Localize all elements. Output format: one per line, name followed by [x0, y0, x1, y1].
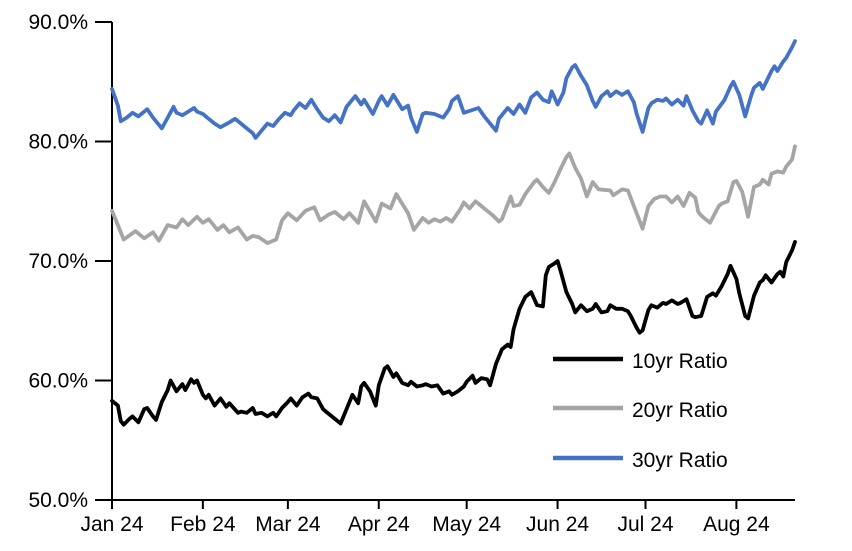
x-tick-label: Jan 24 [80, 513, 143, 536]
y-tick-label: 90.0% [28, 11, 88, 34]
legend-item-20yr-ratio: 20yr Ratio [553, 399, 728, 422]
plot-area [110, 39, 797, 427]
chart-legend: 10yr Ratio 20yr Ratio 30yr Ratio [553, 350, 728, 472]
legend-label-30yr: 30yr Ratio [632, 449, 728, 472]
x-tick-label: Feb 24 [170, 513, 236, 536]
legend-item-10yr-ratio: 10yr Ratio [553, 350, 728, 373]
x-tick-label: Aug 24 [703, 513, 770, 536]
x-tick-label: Apr 24 [348, 513, 410, 536]
series-line-30yr-ratio [110, 39, 797, 140]
x-tick-label: May 24 [432, 513, 501, 536]
y-tick-label: 70.0% [28, 250, 88, 273]
y-tick-label: 50.0% [28, 489, 88, 512]
legend-item-30yr-ratio: 30yr Ratio [553, 449, 728, 472]
legend-label-20yr: 20yr Ratio [632, 399, 728, 422]
x-tick-label: Jul 24 [617, 513, 673, 536]
x-tick-label: Jun 24 [526, 513, 589, 536]
legend-label-10yr: 10yr Ratio [632, 350, 728, 373]
series-line-10yr-ratio [110, 239, 797, 427]
y-tick-label: 60.0% [28, 370, 88, 393]
y-tick-label: 80.0% [28, 131, 88, 154]
series-line-20yr-ratio [110, 144, 797, 246]
axes: 50.0% 60.0% 70.0% 80.0% 90.0% Jan 24 Feb 24 Mar… [28, 11, 795, 536]
x-tick-label: Mar 24 [255, 513, 321, 536]
